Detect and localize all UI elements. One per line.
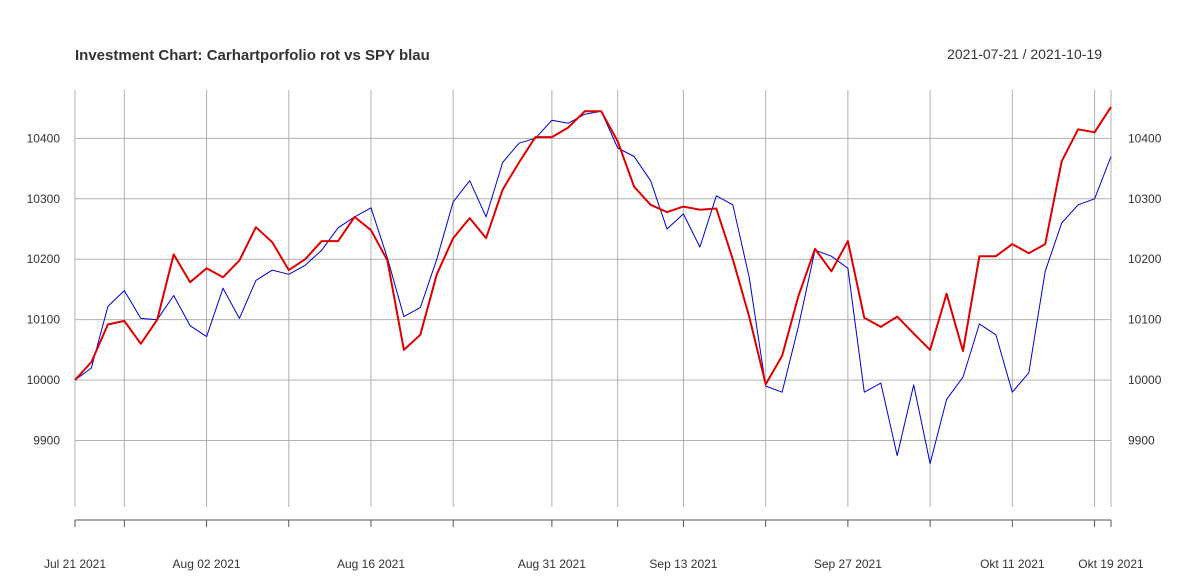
chart-title: Investment Chart: Carhartporfolio rot vs… bbox=[75, 47, 430, 64]
chart-date-range: 2021-07-21 / 2021-10-19 bbox=[947, 46, 1102, 62]
y-tick-label-left: 10300 bbox=[27, 192, 61, 206]
chart-series bbox=[74, 106, 1112, 464]
x-tick-label: Aug 02 2021 bbox=[173, 557, 241, 571]
x-tick-label: Aug 31 2021 bbox=[518, 557, 586, 571]
y-tick-label-right: 10200 bbox=[1128, 252, 1162, 266]
y-tick-label-left: 10100 bbox=[27, 313, 61, 327]
x-tick-label: Sep 13 2021 bbox=[649, 557, 717, 571]
x-tick-label: Okt 11 2021 bbox=[980, 557, 1045, 571]
chart-grid bbox=[74, 90, 1112, 507]
y-tick-label-right: 10300 bbox=[1128, 192, 1162, 206]
y-tick-label-right: 10000 bbox=[1128, 373, 1162, 387]
x-tick-label: Sep 27 2021 bbox=[814, 557, 882, 571]
x-tick-label: Aug 16 2021 bbox=[337, 557, 405, 571]
series-spy-line bbox=[74, 110, 1112, 464]
y-tick-label-right: 10100 bbox=[1128, 313, 1162, 327]
y-tick-label-right: 9900 bbox=[1128, 434, 1155, 448]
chart-tick-labels: 9900 9900 10000 10000 10100 10100 10200 10200 10… bbox=[27, 131, 1162, 571]
x-tick-label: Jul 21 2021 bbox=[44, 557, 106, 571]
y-tick-label-left: 9900 bbox=[33, 434, 60, 448]
y-tick-label-right: 10400 bbox=[1128, 131, 1162, 145]
y-tick-label-left: 10400 bbox=[27, 131, 61, 145]
y-tick-label-left: 10000 bbox=[27, 373, 61, 387]
y-tick-label-left: 10200 bbox=[27, 252, 61, 266]
series-portfolio-line bbox=[74, 106, 1112, 386]
x-tick-label: Okt 19 2021 bbox=[1078, 557, 1144, 571]
chart-axes bbox=[74, 519, 1112, 527]
